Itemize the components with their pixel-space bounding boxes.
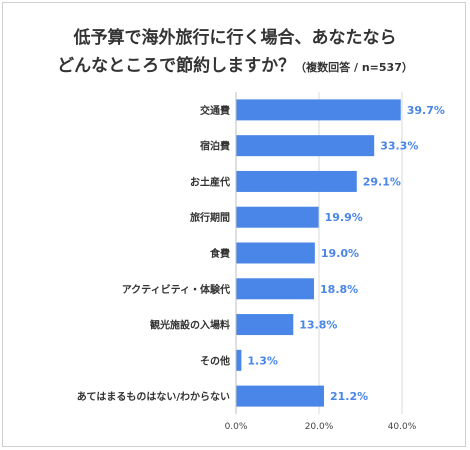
bar: [236, 349, 242, 371]
value-label: 21.2%: [330, 390, 368, 403]
bar: [236, 385, 324, 407]
category-label: 交通費: [200, 104, 230, 117]
sample-note: （複数回答 / n=537）: [295, 61, 413, 74]
category-label: 旅行期間: [190, 211, 230, 224]
value-label: 13.8%: [299, 319, 337, 332]
bar: [236, 314, 294, 336]
chart-frame: [2, 2, 466, 447]
x-tick-label: 0.0%: [225, 422, 248, 432]
category-label: その他: [200, 354, 230, 367]
bar: [236, 278, 315, 300]
category-label: あてはまるものはない/わからない: [77, 390, 230, 403]
category-label: アクティビティ・体験代: [122, 283, 230, 296]
title-line-2-text: どんなところで節約しますか？: [57, 56, 296, 76]
category-label: 食費: [209, 247, 230, 260]
bar: [236, 206, 319, 228]
value-label: 39.7%: [407, 104, 445, 117]
value-label: 1.3%: [247, 354, 278, 367]
category-label: お土産代: [190, 175, 230, 188]
bar: [236, 242, 315, 264]
x-tick-label: 40.0%: [388, 422, 417, 432]
value-label: 19.9%: [325, 211, 363, 224]
value-label: 19.0%: [321, 247, 359, 260]
value-label: 33.3%: [380, 140, 418, 153]
bar: [236, 170, 357, 192]
bar: [236, 135, 375, 157]
value-label: 29.1%: [363, 175, 401, 188]
x-tick-label: 20.0%: [305, 422, 334, 432]
chart-title: 低予算で海外旅行に行く場合、あなたなら どんなところで節約しますか？（複数回答 …: [0, 24, 470, 82]
category-label: 観光施設の入場料: [150, 319, 230, 332]
title-line-1: 低予算で海外旅行に行く場合、あなたなら: [73, 28, 397, 48]
bar: [236, 99, 401, 121]
value-label: 18.8%: [320, 283, 358, 296]
title-line-2: どんなところで節約しますか？（複数回答 / n=537）: [0, 52, 470, 82]
category-label: 宿泊費: [200, 140, 230, 153]
